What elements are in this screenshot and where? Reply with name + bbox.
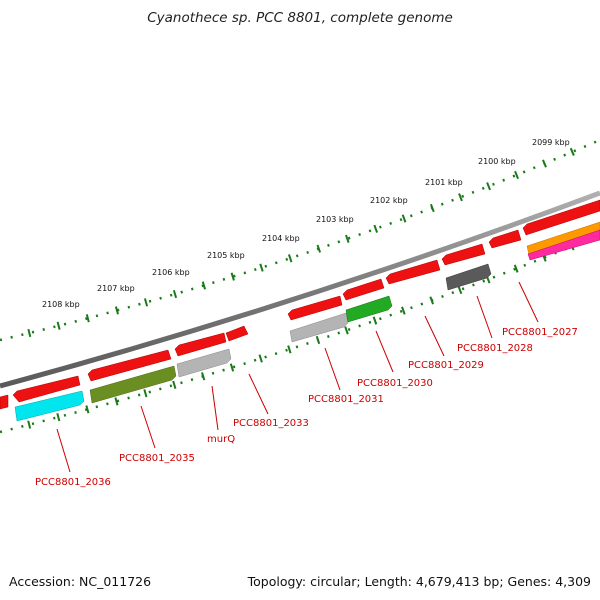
genome-summary-text: Topology: circular; Length: 4,679,413 bp… (247, 574, 591, 589)
scale-major-tick (230, 272, 235, 281)
scale-major-tick (56, 321, 61, 330)
scale-label-2106: 2106 kbp (152, 268, 190, 277)
scale-major-tick (486, 182, 491, 191)
gene-PCC8801_2030-shape[interactable] (345, 295, 393, 323)
scale-major-tick (85, 405, 90, 414)
gene-PCC8801_2028-shape[interactable] (445, 263, 492, 291)
gene-arrow[interactable] (12, 375, 81, 403)
gene-arrow[interactable] (385, 259, 441, 285)
scale-major-tick (315, 335, 321, 345)
scale-major-tick (114, 397, 119, 406)
outer-scale-major-ticks (27, 147, 575, 338)
gene-label-PCC8801_2027[interactable]: PCC8801_2027 (502, 327, 578, 338)
scale-major-tick (172, 380, 177, 389)
scale-major-tick (458, 193, 463, 202)
scale-major-tick (172, 289, 178, 299)
scale-major-tick (429, 296, 434, 305)
gene-label-PCC8801_2028[interactable]: PCC8801_2028 (457, 343, 533, 354)
gene-PCC8801_2031-shape[interactable] (289, 312, 349, 343)
genome-backbone (0, 190, 600, 389)
scale-major-tick (287, 254, 293, 263)
scale-major-tick (143, 298, 149, 307)
scale-label-2102: 2102 kbp (370, 196, 408, 205)
accession-text: Accession: NC_011726 (9, 574, 152, 589)
scale-major-tick (27, 420, 32, 429)
scale-label-2103: 2103 kbp (316, 215, 354, 224)
scale-label-2100: 2100 kbp (478, 157, 516, 166)
gene-arrow[interactable] (87, 349, 172, 382)
gene-arrow[interactable] (174, 332, 227, 357)
gene-PCC8801_2036-shape[interactable] (14, 390, 85, 422)
gene-arrow[interactable] (0, 394, 9, 410)
gene-arrow[interactable] (441, 243, 486, 266)
scale-major-tick (143, 389, 148, 398)
scale-label-2107: 2107 kbp (97, 284, 135, 293)
scale-major-tick (316, 244, 322, 253)
gene-label-PCC8801_2033[interactable]: PCC8801_2033 (233, 418, 309, 429)
scale-major-tick (345, 234, 350, 243)
label-leader-lines (56, 281, 539, 473)
scale-major-tick (258, 354, 263, 363)
gene-arrow[interactable] (342, 278, 385, 301)
scale-major-tick (56, 412, 61, 422)
scale-major-tick (114, 306, 119, 315)
scale-major-tick (457, 285, 463, 295)
scale-label-2099: 2099 kbp (532, 138, 570, 147)
gene-arrow[interactable] (225, 325, 249, 342)
gene-labels: PCC8801_2027 PCC8801_2028 PCC8801_2029 P… (35, 327, 578, 488)
outer-gene-track (0, 199, 600, 410)
inner-gene-track (14, 221, 600, 422)
gene-label-murQ[interactable]: murQ (207, 434, 235, 445)
scale-major-tick (85, 314, 90, 323)
gene-PCC8801_2027-shape[interactable] (526, 221, 600, 256)
scale-major-tick (229, 363, 235, 372)
scale-label-2101: 2101 kbp (425, 178, 463, 187)
scale-major-tick (513, 264, 519, 273)
gene-label-PCC8801_2030[interactable]: PCC8801_2030 (357, 378, 433, 389)
scale-major-tick (569, 147, 575, 156)
gene-arrow[interactable] (488, 229, 522, 249)
scale-major-tick (401, 306, 406, 315)
gene-pink-shape[interactable] (527, 229, 600, 261)
gene-label-PCC8801_2029[interactable]: PCC8801_2029 (408, 360, 484, 371)
gene-label-PCC8801_2035[interactable]: PCC8801_2035 (119, 453, 195, 464)
gene-arrow[interactable] (287, 295, 343, 321)
scale-major-tick (373, 224, 379, 233)
scale-major-tick (514, 170, 520, 180)
scale-labels: 2099 kbp 2100 kbp 2101 kbp 2102 kbp 2103… (42, 138, 570, 309)
gene-label-PCC8801_2031[interactable]: PCC8801_2031 (308, 394, 384, 405)
inner-scale-major-ticks (27, 242, 575, 429)
scale-major-tick (287, 345, 292, 354)
scale-major-tick (401, 214, 407, 223)
scale-major-tick (259, 263, 264, 272)
scale-major-tick (372, 316, 378, 325)
scale-major-tick (201, 281, 207, 290)
scale-label-2108: 2108 kbp (42, 300, 80, 309)
gene-PCC8801_2035-shape[interactable] (89, 365, 177, 404)
gene-arrow[interactable] (522, 199, 600, 236)
scale-major-tick (429, 203, 435, 213)
scale-major-tick (542, 159, 547, 168)
gene-label-PCC8801_2036[interactable]: PCC8801_2036 (35, 477, 111, 488)
scale-label-2105: 2105 kbp (207, 251, 245, 260)
gene-murQ-shape[interactable] (176, 348, 232, 378)
scale-major-tick (344, 326, 349, 335)
scale-major-tick (201, 372, 206, 381)
scale-major-tick (27, 328, 32, 338)
scale-label-2104: 2104 kbp (262, 234, 300, 243)
genome-title: Cyanothece sp. PCC 8801, complete genome (147, 10, 453, 26)
